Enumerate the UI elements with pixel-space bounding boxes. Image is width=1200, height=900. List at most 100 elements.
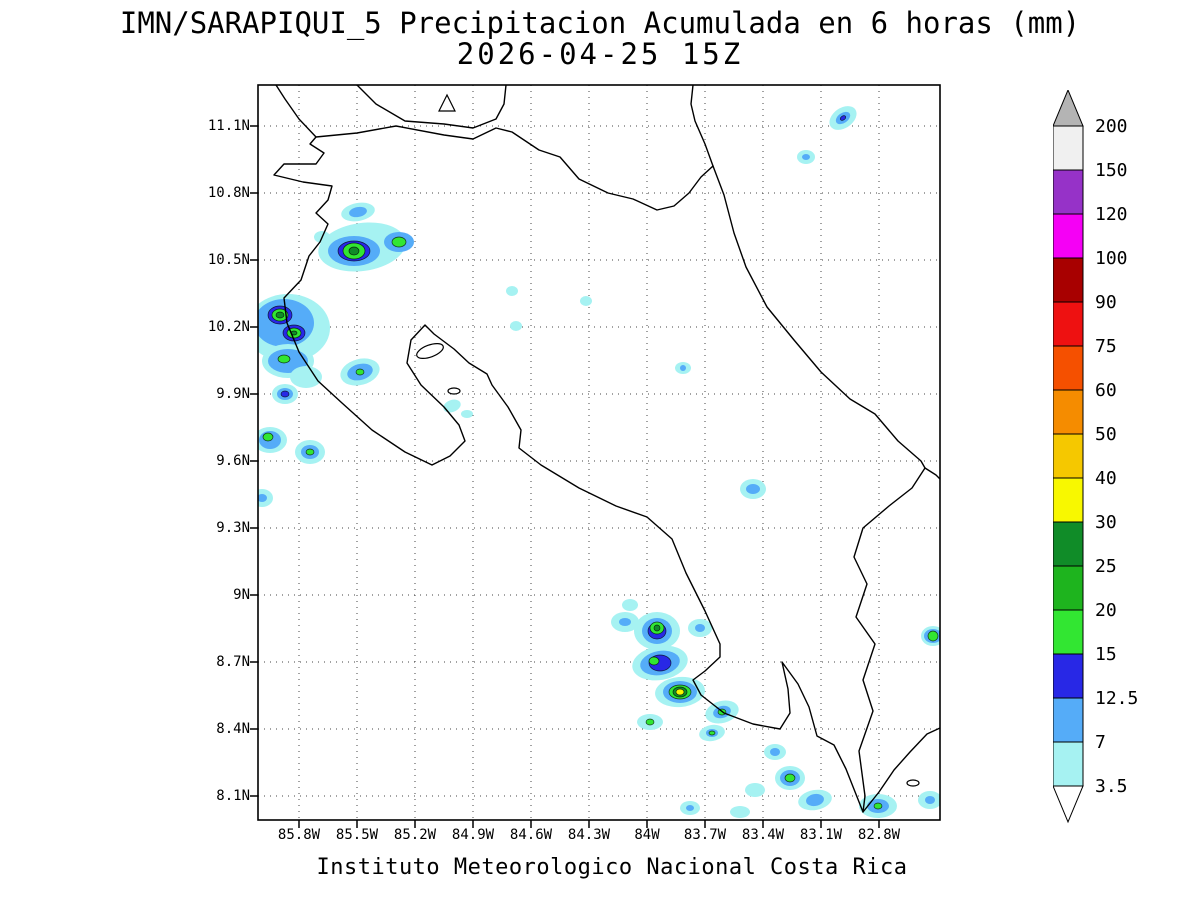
precip-cell-gte-15mm [645, 718, 655, 726]
precip-cell-gte-3.5mm [730, 806, 750, 818]
colorbar-segment-12.5 [1052, 653, 1084, 699]
colorbar-label: 15 [1095, 644, 1117, 665]
precip-cell-gte-15mm [355, 368, 365, 376]
precip-cell-gte-3.5mm [622, 599, 638, 611]
precip-cell-gte-25mm [275, 311, 285, 319]
lon-tick-label: 84.3W [567, 827, 611, 843]
colorbar-label: 7 [1095, 732, 1106, 753]
colorbar-arrow-bottom [1052, 785, 1084, 824]
precip-cell-gte-15mm [708, 730, 716, 736]
lake-island-marker [438, 93, 456, 112]
precip-cell-gte-7mm [695, 624, 705, 632]
lat-tick-label: 9.3N [216, 520, 250, 536]
colorbar-scale: 200 150 120 100 90 75 60 50 40 30 25 20 15 12.5 7 3.5 [1052, 88, 1138, 824]
colorbar-label: 120 [1095, 204, 1128, 225]
lon-tick-label: 83.4W [741, 827, 785, 843]
colorbar-segment-40 [1052, 433, 1084, 479]
precip-cell-gte-3.5mm [510, 321, 522, 331]
colorbar-arrow-top [1052, 88, 1084, 127]
panama-pacific-coast [862, 727, 940, 813]
nicaragua-caribbean-coast [690, 85, 714, 167]
colorbar-segment-20 [1052, 565, 1084, 611]
lat-tick-label: 8.7N [216, 654, 250, 670]
precip-cell-gte-7mm [686, 805, 694, 811]
precip-cell-gte-15mm [927, 630, 939, 642]
colorbar-segment-90 [1052, 257, 1084, 303]
grid-lines [258, 85, 940, 820]
colorbar-label: 90 [1095, 292, 1117, 313]
isla-venado [447, 387, 461, 395]
precip-cell-gte-7mm [746, 484, 760, 494]
lat-tick-label: 10.8N [207, 185, 250, 201]
colorbar-label: 25 [1095, 556, 1117, 577]
colorbar-label: 40 [1095, 468, 1117, 489]
lat-tick-label: 8.1N [216, 788, 250, 804]
precip-cell-gte-12.5mm [839, 115, 847, 121]
precip-cell-gte-25mm [348, 246, 360, 256]
precip-cell-gte-15mm [305, 448, 315, 456]
precip-cell-gte-3.5mm [290, 366, 322, 388]
panama-caribbean-coast [924, 467, 940, 480]
colorbar-segment-75 [1052, 301, 1084, 347]
colorbar-segment-25 [1052, 521, 1084, 567]
colorbar-segment-15 [1052, 609, 1084, 655]
costa-rica-outline [273, 125, 926, 813]
lon-tick-label: 85.5W [335, 827, 379, 843]
coastline-layer [273, 85, 940, 813]
colorbar-segment-150 [1052, 125, 1084, 171]
lat-tick-label: 10.5N [207, 252, 250, 268]
lon-tick-label: 84.6W [509, 827, 553, 843]
precip-cell-gte-15mm [391, 236, 407, 248]
lat-tick-label: 9N [233, 587, 250, 603]
precip-cell-gte-3.5mm [745, 783, 765, 797]
precip-cell-gte-7mm [349, 206, 367, 218]
precip-cell-gte-7mm [680, 365, 686, 371]
precip-cell-gte-3.5mm [580, 296, 592, 306]
precip-cell-gte-15mm [648, 656, 660, 666]
colorbar-label: 75 [1095, 336, 1117, 357]
precipitation-shading [258, 106, 940, 818]
lat-tick-label: 8.4N [216, 721, 250, 737]
precip-cell-gte-7mm [619, 618, 631, 626]
lon-tick-label: 84W [634, 827, 660, 843]
colorbar-segment-3.5 [1052, 741, 1084, 787]
precip-cell-gte-3.5mm [443, 399, 461, 413]
lat-tick-label: 9.9N [216, 386, 250, 402]
chart-title: IMN/SARAPIQUI_5 Precipitacion Acumulada … [119, 6, 1081, 40]
source-caption: Instituto Meteorologico Nacional Costa R… [316, 855, 908, 880]
precip-cell-gte-12.5mm [280, 390, 290, 398]
precip-cell-gte-7mm [770, 748, 780, 756]
colorbar-label: 100 [1095, 248, 1128, 269]
precip-cell-gte-15mm [784, 773, 796, 783]
axis-ticks [250, 125, 880, 828]
precip-cell-gte-7mm [925, 796, 935, 804]
panama-coast-islet [906, 779, 920, 787]
precip-cell-gte-3.5mm [506, 286, 518, 296]
precip-cell-gte-7mm [802, 154, 810, 160]
map-plot [250, 84, 941, 828]
precip-cell-gte-3.5mm [461, 410, 473, 418]
lon-tick-label: 83.7W [683, 827, 727, 843]
colorbar-label: 200 [1095, 116, 1128, 137]
colorbar-label: 30 [1095, 512, 1117, 533]
colorbar-segment-120 [1052, 169, 1084, 215]
precip-cell-gte-7mm [806, 793, 824, 807]
precip-cell-gte-15mm [277, 354, 291, 364]
lon-tick-label: 85.8W [277, 827, 321, 843]
precip-cell-gte-30mm [675, 688, 685, 696]
colorbar: 200 150 120 100 90 75 60 50 40 30 25 20 15 12.5 7 3.5 [1052, 88, 1153, 834]
isla-chira [416, 343, 444, 359]
lake-nicaragua-shore [356, 85, 507, 129]
lat-tick-label: 9.6N [216, 453, 250, 469]
nicaragua-pacific-coast [275, 85, 317, 138]
lon-tick-label: 85.2W [393, 827, 437, 843]
precip-cell-gte-15mm [262, 432, 274, 442]
colorbar-label: 20 [1095, 600, 1117, 621]
colorbar-segment-100 [1052, 213, 1084, 259]
lat-tick-label: 11.1N [207, 118, 250, 134]
lon-tick-label: 82.8W [857, 827, 901, 843]
chart-datetime: 2026-04-25 15Z [456, 37, 744, 71]
precip-cell-gte-25mm [653, 624, 661, 632]
plot-frame [257, 84, 941, 821]
